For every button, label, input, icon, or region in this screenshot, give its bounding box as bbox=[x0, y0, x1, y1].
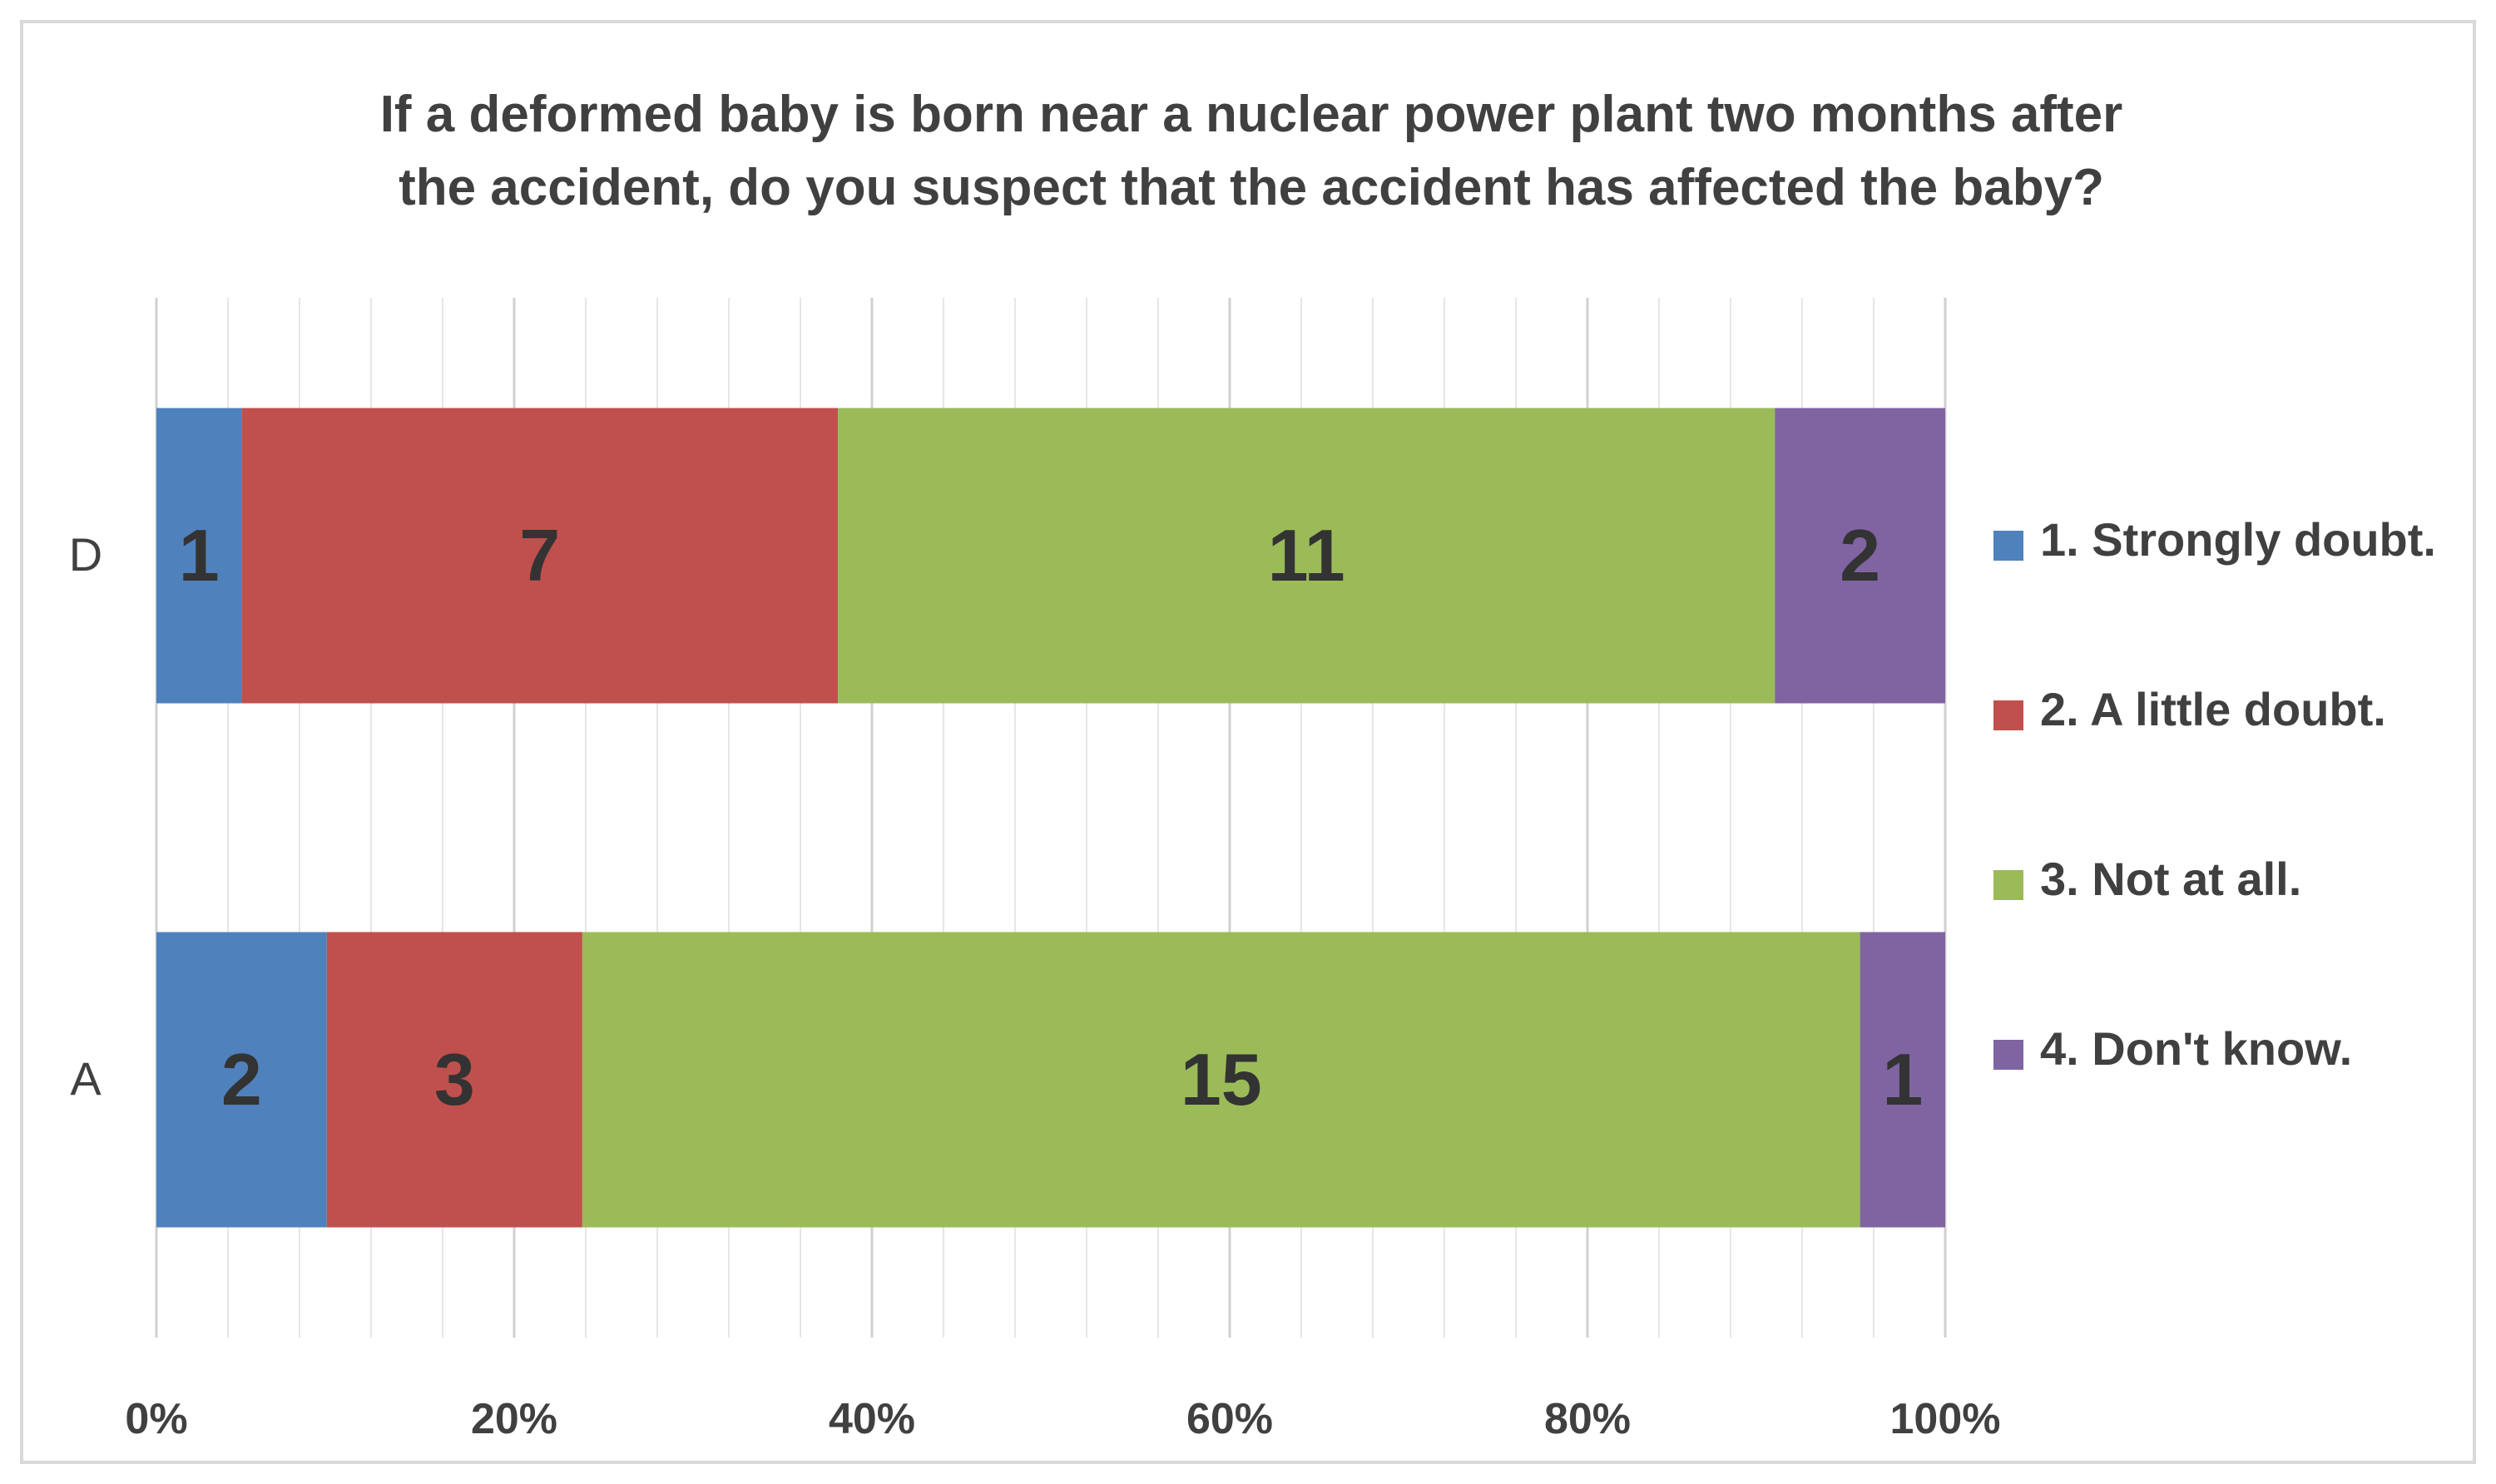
axes: 0% 20% 40% 60% 80% 100% D A bbox=[69, 528, 2001, 1443]
x-tick-label: 80% bbox=[1544, 1395, 1631, 1443]
stacked-bar-chart: If a deformed baby is born near a nuclea… bbox=[69, 86, 2436, 1443]
data-label: 15 bbox=[1181, 1038, 1262, 1120]
chart-title: If a deformed baby is born near a nuclea… bbox=[380, 86, 2123, 216]
data-label: 3 bbox=[434, 1038, 475, 1120]
chart-title-line-1: If a deformed baby is born near a nuclea… bbox=[380, 86, 2123, 143]
bar-segment bbox=[1775, 408, 1945, 704]
legend-label: 4. Don't know. bbox=[2040, 1022, 2352, 1075]
x-tick-label: 20% bbox=[471, 1395, 557, 1443]
bar-segment bbox=[1860, 932, 1945, 1228]
legend-label: 2. A little doubt. bbox=[2040, 683, 2386, 735]
legend-label: 1. Strongly doubt. bbox=[2040, 513, 2436, 566]
bar-segment bbox=[326, 932, 582, 1228]
legend-swatch bbox=[1993, 531, 2023, 561]
x-tick-label: 60% bbox=[1186, 1395, 1273, 1443]
x-tick-label: 0% bbox=[125, 1395, 187, 1443]
data-label: 7 bbox=[519, 514, 560, 596]
data-label: 2 bbox=[1840, 514, 1880, 596]
legend-swatch bbox=[1993, 700, 2023, 730]
data-label: 1 bbox=[1882, 1038, 1923, 1120]
bar-segment bbox=[838, 408, 1775, 704]
chart-frame: If a deformed baby is born near a nuclea… bbox=[20, 20, 2476, 1464]
legend-item: 2. A little doubt. bbox=[1993, 683, 2386, 735]
data-label: 2 bbox=[221, 1038, 262, 1120]
bar-segment bbox=[156, 408, 242, 704]
data-label: 1 bbox=[179, 514, 220, 596]
legend-swatch bbox=[1993, 1040, 2023, 1070]
category-label: D bbox=[69, 528, 102, 581]
legend: 1. Strongly doubt. 2. A little doubt. 3. N… bbox=[1993, 513, 2436, 1075]
x-tick-label: 40% bbox=[829, 1395, 915, 1443]
data-labels: 1 7 11 2 2 3 15 1 bbox=[179, 514, 1924, 1120]
data-label: 11 bbox=[1268, 514, 1345, 596]
chart-title-line-2: the accident, do you suspect that the ac… bbox=[399, 159, 2104, 216]
legend-item: 1. Strongly doubt. bbox=[1993, 513, 2436, 566]
x-tick-label: 100% bbox=[1890, 1395, 2001, 1443]
legend-label: 3. Not at all. bbox=[2040, 853, 2301, 905]
bar-segment bbox=[156, 932, 327, 1228]
legend-swatch bbox=[1993, 870, 2023, 900]
bars bbox=[156, 408, 1945, 1228]
legend-item: 4. Don't know. bbox=[1993, 1022, 2352, 1075]
bar-segment bbox=[582, 932, 1860, 1228]
category-label: A bbox=[70, 1052, 102, 1105]
legend-item: 3. Not at all. bbox=[1993, 853, 2301, 905]
bar-segment bbox=[241, 408, 839, 704]
